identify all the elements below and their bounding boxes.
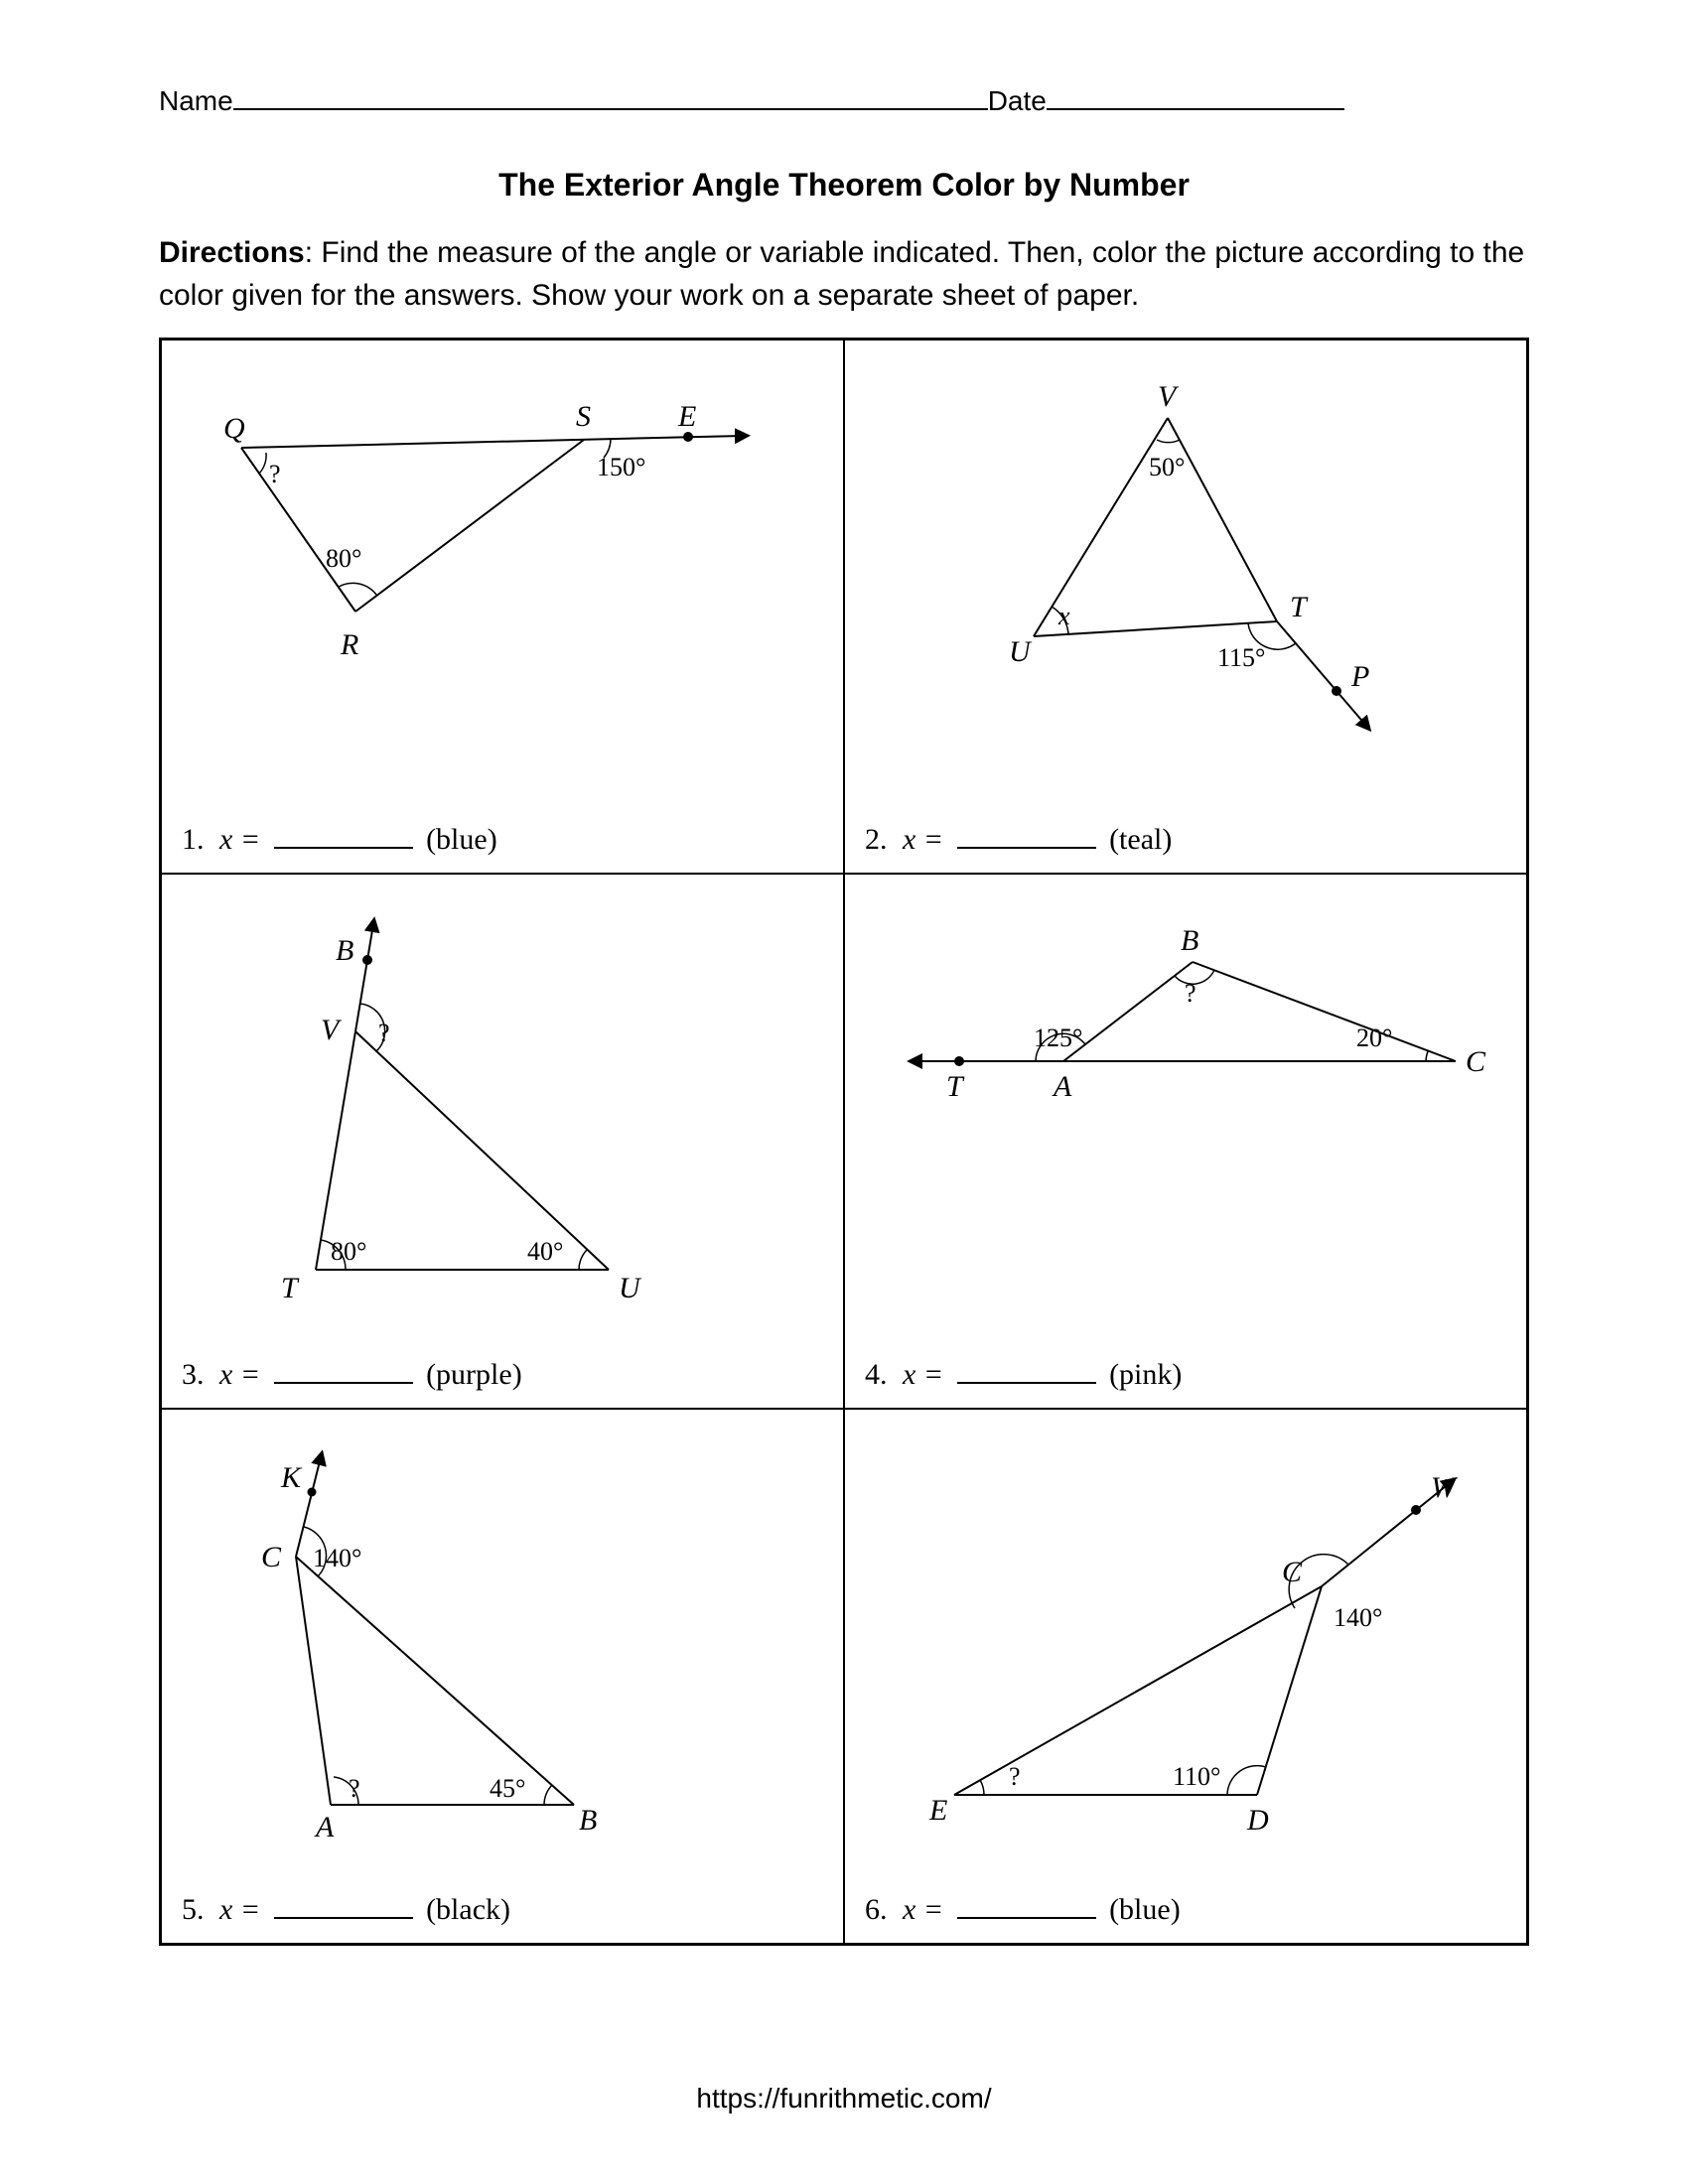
answer-blank-1[interactable] (274, 819, 413, 849)
angle-v3: ? (378, 1019, 390, 1047)
angle-c6: 140° (1334, 1603, 1382, 1632)
angle-v: 50° (1149, 453, 1185, 481)
name-label: Name (159, 85, 233, 117)
vertex-B5: B (579, 1804, 597, 1837)
vertex-E: E (677, 400, 696, 433)
angle-r: 80° (326, 544, 361, 573)
problem-3: B V T U ? 80° 40° 3. x = (purple) (161, 874, 844, 1409)
date-label: Date (988, 85, 1047, 117)
problem-1-answer: 1. x = (blue) (182, 819, 497, 857)
angle-e6: ? (1009, 1762, 1021, 1791)
problem-6: W C D E 140° 110° ? 6. x = (blue) (844, 1409, 1527, 1944)
problem-5-figure: K C A B 140° ? 45° (182, 1428, 797, 1854)
directions: Directions: Find the measure of the angl… (159, 231, 1529, 318)
vertex-V: V (1158, 380, 1180, 413)
vertex-W6: W (1431, 1471, 1459, 1504)
answer-blank-2[interactable] (957, 819, 1096, 849)
vertex-A4: A (1052, 1070, 1072, 1103)
angle-c4: 20° (1356, 1024, 1392, 1052)
angle-ext: 150° (597, 453, 645, 481)
vertex-D6: D (1246, 1804, 1269, 1837)
vertex-C5: C (261, 1541, 282, 1573)
vertex-B3: B (336, 934, 353, 967)
problem-3-figure: B V T U ? 80° 40° (182, 892, 797, 1319)
angle-t3: 80° (331, 1237, 366, 1266)
angle-d6: 110° (1173, 1762, 1220, 1791)
problem-2-figure: V U T P 50° x 115° (865, 358, 1480, 765)
answer-blank-6[interactable] (957, 1889, 1096, 1919)
angle-u: x (1057, 602, 1070, 630)
worksheet-header: Name Date (159, 79, 1529, 117)
problem-4-answer: 4. x = (pink) (865, 1354, 1182, 1392)
vertex-S: S (576, 400, 591, 433)
angle-b5: 45° (490, 1774, 525, 1803)
problem-6-answer: 6. x = (blue) (865, 1889, 1181, 1927)
problem-2: V U T P 50° x 115° 2. x = (teal) (844, 340, 1527, 875)
problem-3-answer: 3. x = (purple) (182, 1354, 522, 1392)
problem-6-figure: W C D E 140° 110° ? (865, 1428, 1500, 1854)
angle-a5: ? (349, 1774, 360, 1803)
angle-b4: ? (1185, 979, 1196, 1008)
angle-q: ? (269, 460, 281, 488)
vertex-R: R (340, 628, 358, 661)
angle-ext2: 115° (1217, 643, 1265, 672)
vertex-K5: K (280, 1461, 303, 1494)
vertex-T: T (1290, 591, 1309, 623)
problem-5-answer: 5. x = (black) (182, 1889, 510, 1927)
answer-blank-3[interactable] (274, 1354, 413, 1384)
directions-label: Directions (159, 236, 305, 269)
directions-text: : Find the measure of the angle or varia… (159, 236, 1524, 313)
vertex-T3: T (281, 1272, 300, 1304)
worksheet-title: The Exterior Angle Theorem Color by Numb… (159, 167, 1529, 204)
vertex-A5: A (314, 1811, 335, 1843)
problem-grid: Q S E R ? 80° 150° 1. x = (blue) (159, 338, 1529, 1946)
problem-2-answer: 2. x = (teal) (865, 819, 1172, 857)
vertex-E6: E (928, 1794, 947, 1827)
vertex-Q: Q (223, 412, 245, 445)
vertex-U: U (1009, 635, 1033, 668)
vertex-U3: U (619, 1272, 642, 1304)
vertex-C6: C (1282, 1556, 1303, 1588)
date-blank[interactable] (1047, 79, 1344, 110)
answer-blank-4[interactable] (957, 1354, 1096, 1384)
vertex-T4: T (946, 1070, 965, 1103)
vertex-B4: B (1181, 924, 1198, 957)
answer-blank-5[interactable] (274, 1889, 413, 1919)
problem-1-figure: Q S E R ? 80° 150° (182, 358, 797, 755)
vertex-P: P (1350, 660, 1369, 693)
problem-1: Q S E R ? 80° 150° 1. x = (blue) (161, 340, 844, 875)
problem-5: K C A B 140° ? 45° 5. x = (black) (161, 1409, 844, 1944)
vertex-C4: C (1466, 1045, 1486, 1078)
angle-u3: 40° (527, 1237, 563, 1266)
vertex-V3: V (321, 1014, 343, 1046)
footer-url: https://funrithmetic.com/ (0, 2083, 1688, 2115)
angle-a4: 125° (1034, 1024, 1082, 1052)
angle-c5: 140° (313, 1544, 361, 1572)
problem-4-figure: B A C T ? 125° 20° (865, 892, 1500, 1250)
problem-4: B A C T ? 125° 20° 4. x = (pink) (844, 874, 1527, 1409)
name-blank[interactable] (233, 79, 988, 110)
